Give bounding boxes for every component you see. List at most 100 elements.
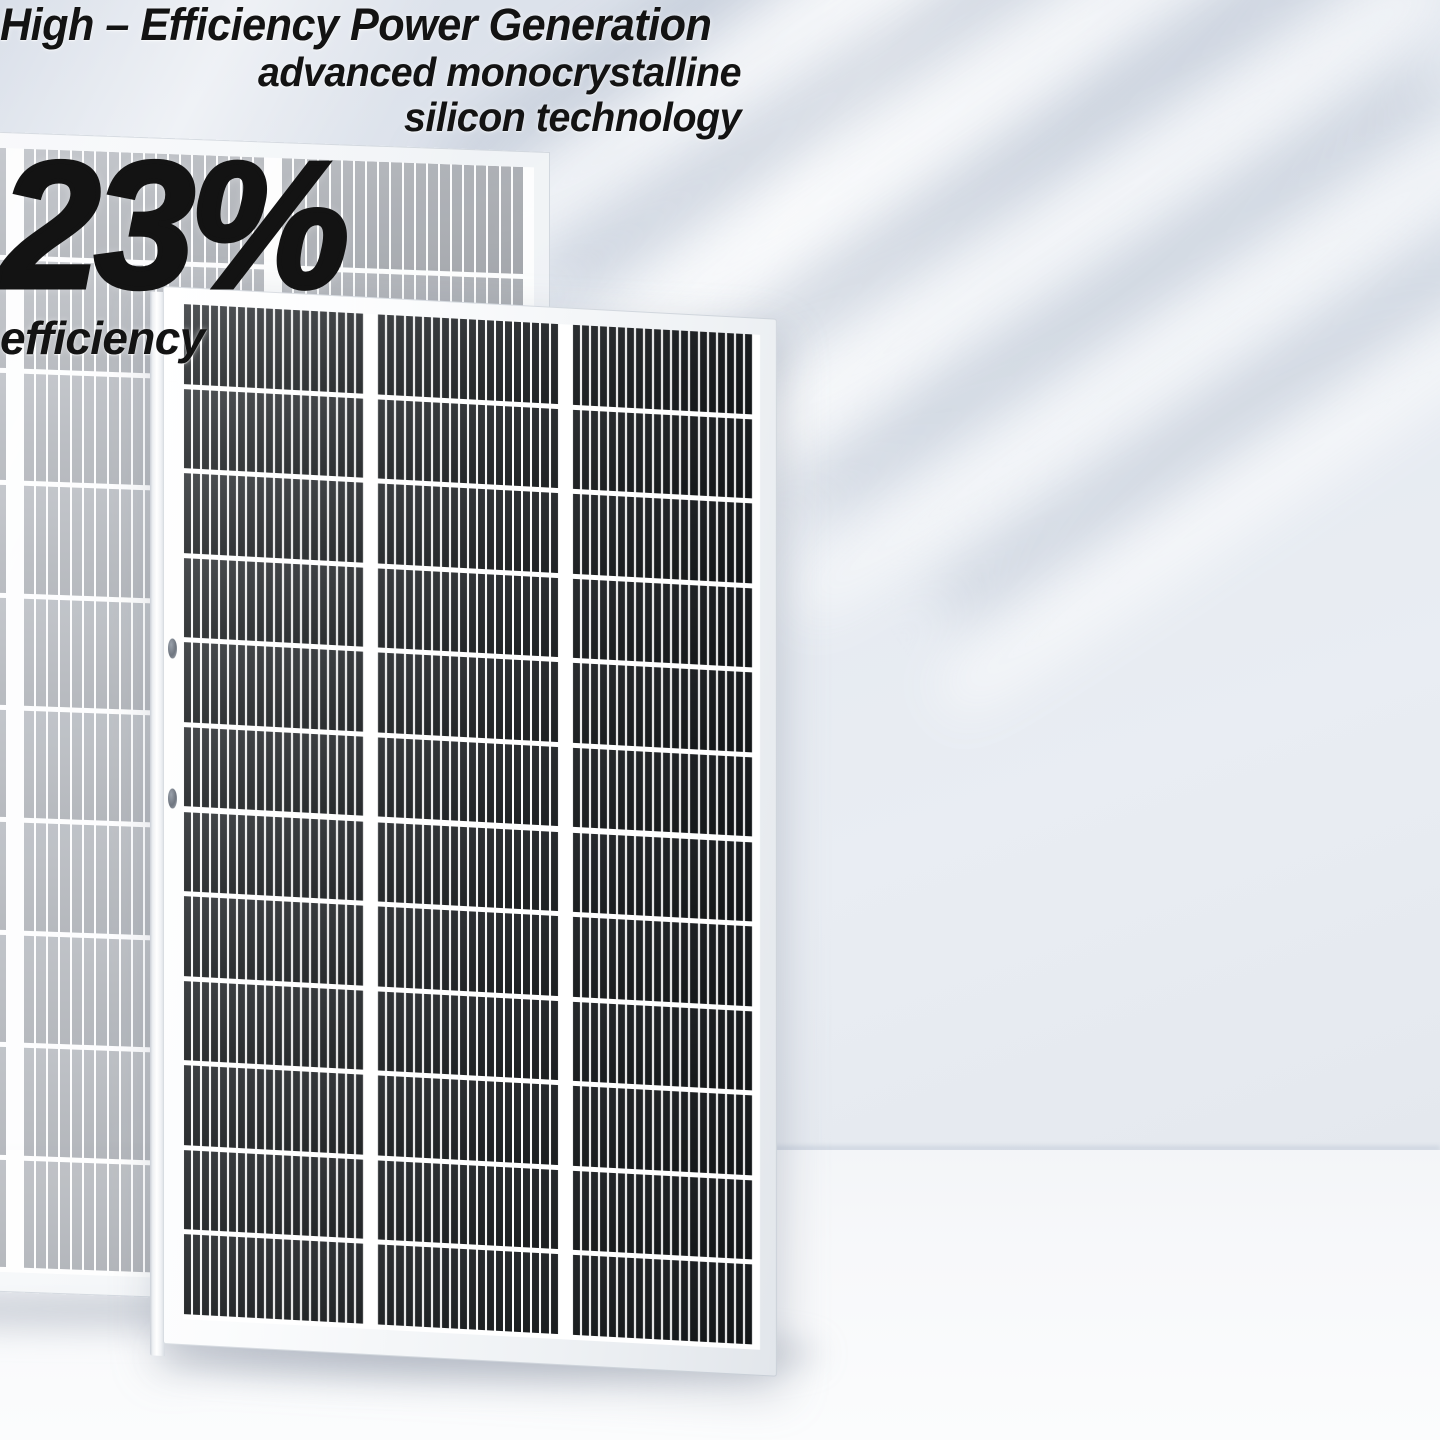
solar-cell-strip <box>450 402 458 483</box>
solar-cell-strip <box>405 823 413 904</box>
solar-cell-strip <box>581 1255 589 1336</box>
solar-cell-strip <box>690 500 698 581</box>
solar-cell-strip <box>672 668 680 749</box>
solar-cell-strip <box>726 502 734 583</box>
solar-cell-strip <box>636 1258 644 1339</box>
cell-column-group <box>559 747 566 827</box>
busbar-gap <box>371 568 377 648</box>
solar-cell-strip <box>72 375 83 484</box>
solar-cell-strip <box>663 1260 671 1341</box>
busbar-gap <box>566 578 572 658</box>
solar-cell-strip <box>590 410 598 491</box>
solar-cell-strip <box>672 837 680 918</box>
solar-cell-strip <box>60 824 71 933</box>
solar-cell-strip <box>120 601 131 710</box>
solar-cell-strip <box>423 401 431 482</box>
solar-cell-strip <box>84 712 95 821</box>
solar-cell-strip <box>184 896 192 977</box>
solar-cell-strip <box>283 1239 291 1320</box>
solar-cell-strip <box>319 734 327 815</box>
solar-cell-strip <box>265 562 273 643</box>
solar-cell-strip <box>229 814 237 894</box>
solar-cell-strip <box>265 1154 273 1235</box>
solar-cell-strip <box>581 409 589 490</box>
solar-cell-strip <box>590 664 598 745</box>
solar-cell-strip <box>654 498 662 579</box>
solar-cell-strip <box>310 1156 318 1237</box>
solar-cell-strip <box>84 1162 95 1271</box>
solar-cell-strip <box>532 999 540 1080</box>
solar-cell-strip <box>532 661 540 741</box>
solar-cell-strip <box>256 561 264 642</box>
busbar-gap <box>566 917 572 997</box>
solar-cell-strip <box>23 485 34 594</box>
solar-cell-strip <box>590 1002 598 1083</box>
solar-cell-strip <box>0 597 6 706</box>
solar-cell-strip <box>441 571 449 652</box>
solar-cell-strip <box>396 569 404 650</box>
solar-cell-strip <box>487 827 495 908</box>
solar-cell-strip <box>0 1046 6 1155</box>
solar-cell-strip <box>356 567 364 647</box>
solar-cell-strip <box>387 737 395 818</box>
cell-column-group <box>559 1001 566 1081</box>
solar-cell-strip <box>247 814 255 895</box>
solar-cell-strip <box>96 600 107 709</box>
solar-cell-strip <box>47 1161 58 1269</box>
solar-cell-strip <box>238 560 246 641</box>
solar-cell-strip <box>663 1090 671 1171</box>
solar-cell-strip <box>726 671 734 752</box>
solar-cell-strip <box>572 663 580 744</box>
solar-cell-strip <box>319 395 327 476</box>
solar-cell-strip <box>636 1089 644 1170</box>
solar-cell-strip <box>265 477 273 558</box>
solar-cell-strip <box>735 1094 743 1175</box>
solar-cell-strip <box>681 499 689 580</box>
busbar-gap <box>566 663 572 743</box>
efficiency-label: efficiency <box>0 311 205 364</box>
solar-cell-strip <box>572 493 580 574</box>
solar-cell-strip <box>423 486 431 566</box>
solar-cell-strip <box>645 751 653 832</box>
solar-cell-strip <box>744 1179 752 1260</box>
solar-cell-strip <box>581 1086 589 1167</box>
solar-cell-strip <box>636 835 644 916</box>
solar-cell-strip <box>378 737 386 818</box>
solar-cell-strip <box>356 905 364 986</box>
solar-cell-strip <box>414 1077 422 1158</box>
solar-cell-strip <box>681 668 689 749</box>
solar-cell-strip <box>744 418 752 499</box>
solar-cell-strip <box>414 1246 422 1327</box>
cell-column-group <box>753 757 760 837</box>
solar-cell-strip <box>681 1007 689 1088</box>
solar-cell-strip <box>645 497 653 578</box>
solar-cell-strip <box>590 833 598 914</box>
solar-cell-strip <box>301 564 309 645</box>
solar-cell-strip <box>301 733 309 814</box>
solar-cell-strip <box>726 1009 734 1090</box>
solar-cell-strip <box>319 1241 327 1322</box>
solar-cell-strip <box>184 642 192 723</box>
solar-cell-strip <box>274 393 282 474</box>
solar-cell-strip <box>292 394 300 475</box>
solar-cell-strip <box>672 753 680 833</box>
solar-cell-strip <box>347 904 355 985</box>
solar-cell-strip <box>599 749 607 830</box>
solar-cell-strip <box>708 416 716 497</box>
solar-cell-strip <box>663 667 671 748</box>
solar-cell-strip <box>338 1073 346 1154</box>
solar-cell-strip <box>541 746 549 827</box>
solar-cell-strip <box>108 601 119 710</box>
solar-cell-strip <box>220 813 228 894</box>
solar-cell-strip <box>505 1167 513 1248</box>
solar-cell-strip <box>23 1160 34 1269</box>
busbar-gap <box>566 1255 572 1335</box>
solar-cell-strip <box>310 1241 318 1322</box>
solar-cell-strip <box>681 753 689 834</box>
solar-cell-strip <box>238 729 246 810</box>
busbar-gap <box>566 409 572 489</box>
solar-cell-strip <box>690 584 698 665</box>
solar-cell-strip <box>441 1079 449 1160</box>
solar-cell-strip <box>550 1000 558 1081</box>
solar-cell-strip <box>636 920 644 1001</box>
